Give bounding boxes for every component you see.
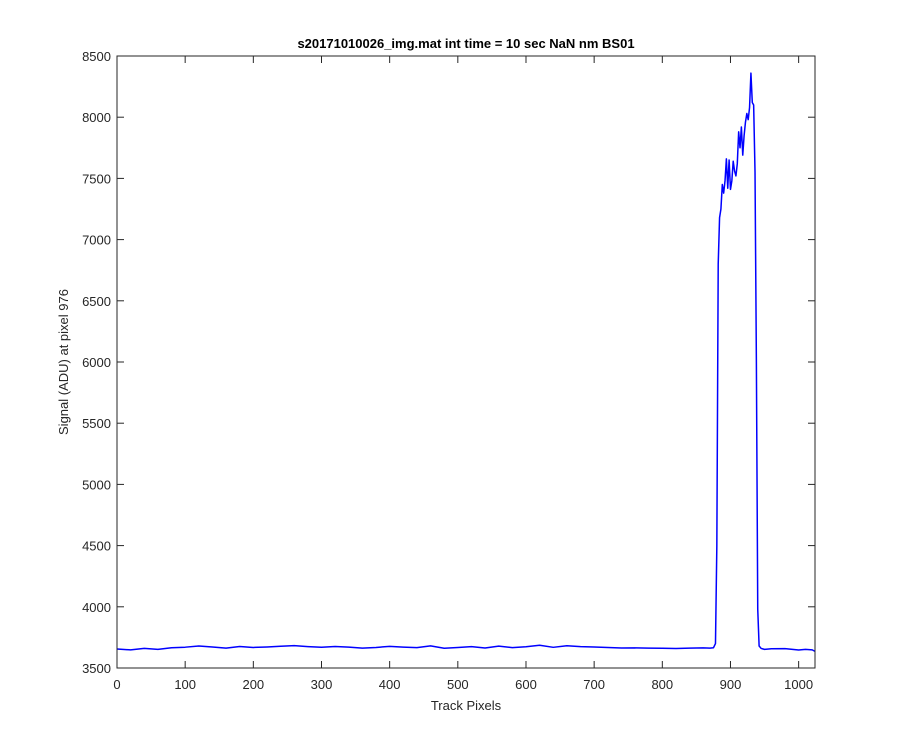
x-axis-label: Track Pixels [431,698,502,713]
x-tick-label: 100 [174,677,196,692]
chart-title: s20171010026_img.mat int time = 10 sec N… [297,36,634,51]
ticks-layer: 0 100 200 300 400 500 600 700 800 900 1000 3500 4000… [82,49,815,692]
x-tick-label: 800 [651,677,673,692]
y-tick-label: 6500 [82,294,111,309]
x-tick-label: 500 [447,677,469,692]
y-tick-label: 5000 [82,477,111,492]
y-tick-label: 8000 [82,110,111,125]
x-tick-label: 0 [113,677,120,692]
series-layer [116,72,816,653]
y-tick-label: 8500 [82,49,111,64]
x-tick-label: 400 [379,677,401,692]
x-tick-label: 300 [311,677,333,692]
y-tick-label: 4500 [82,539,111,554]
x-tick-label: 1000 [784,677,813,692]
x-tick-label: 900 [720,677,742,692]
y-tick-label: 6000 [82,355,111,370]
y-tick-label: 3500 [82,661,111,676]
y-tick-label: 5500 [82,416,111,431]
y-tick-label: 4000 [82,600,111,615]
x-tick-label: 600 [515,677,537,692]
y-tick-label: 7000 [82,233,111,248]
series-line-0 [116,72,816,653]
axes-box [116,55,816,669]
y-axis-label: Signal (ADU) at pixel 976 [56,289,71,435]
x-tick-label: 200 [242,677,264,692]
y-tick-label: 7500 [82,171,111,186]
axes-background [117,56,815,668]
x-tick-label: 700 [583,677,605,692]
